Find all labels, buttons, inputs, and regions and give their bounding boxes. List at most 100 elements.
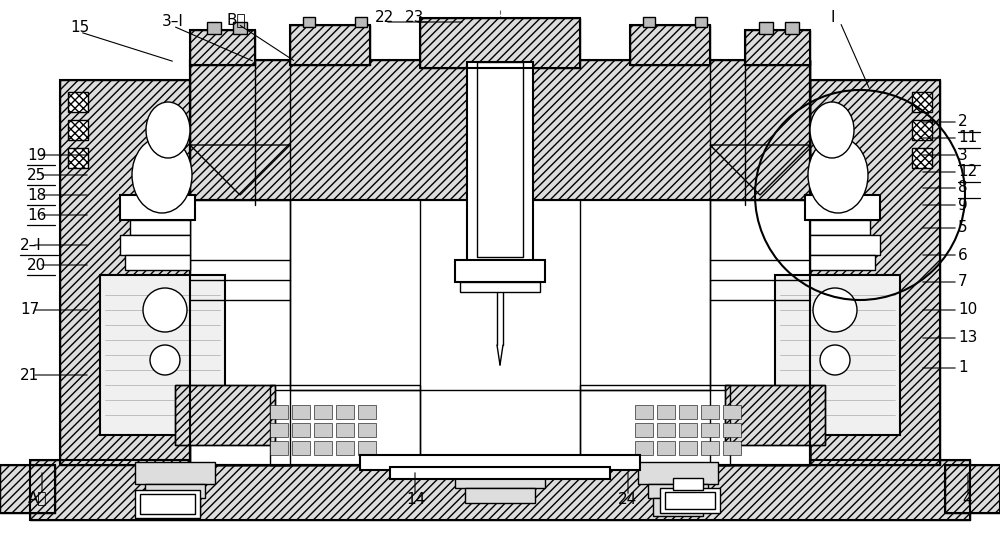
Text: 24: 24 [618, 493, 637, 507]
Bar [270, 405, 288, 419]
Bar [175, 385, 275, 445]
Bar [657, 441, 675, 455]
Text: 3: 3 [958, 147, 968, 163]
Bar [68, 120, 88, 140]
Bar [657, 423, 675, 437]
Bar [336, 405, 354, 419]
Bar [759, 22, 773, 34]
Bar [679, 405, 697, 419]
Bar [292, 423, 310, 437]
Bar [580, 385, 730, 465]
Bar [810, 235, 880, 255]
Text: 8: 8 [958, 180, 968, 196]
Bar [467, 62, 533, 272]
Text: 23: 23 [405, 10, 424, 26]
Text: 25: 25 [27, 168, 46, 182]
Bar [314, 405, 332, 419]
Polygon shape [190, 145, 290, 195]
Bar [292, 441, 310, 455]
Text: 13: 13 [958, 330, 977, 345]
Bar [679, 423, 697, 437]
Bar [810, 220, 870, 235]
Bar [190, 60, 810, 205]
Bar [805, 195, 880, 220]
Bar [190, 30, 255, 65]
Bar [190, 390, 810, 465]
Polygon shape [190, 60, 290, 200]
Bar [270, 441, 288, 455]
Bar [190, 200, 290, 465]
Bar [701, 423, 719, 437]
Bar [945, 465, 1000, 513]
Text: 17: 17 [20, 302, 39, 317]
Text: 9: 9 [958, 197, 968, 213]
Bar [336, 441, 354, 455]
Bar [945, 465, 1000, 513]
Bar [336, 423, 354, 437]
Text: 16: 16 [27, 208, 46, 222]
Bar [190, 200, 290, 465]
Bar [701, 441, 719, 455]
Text: A面: A面 [28, 490, 48, 505]
Bar [630, 25, 710, 65]
Text: 2: 2 [958, 115, 968, 129]
Bar [723, 423, 741, 437]
Bar [460, 282, 540, 292]
Bar [420, 18, 580, 68]
Bar [190, 60, 810, 205]
Bar [695, 17, 707, 27]
Bar [657, 405, 675, 419]
Bar [710, 200, 810, 465]
Circle shape [143, 288, 187, 332]
Bar [701, 405, 719, 419]
Bar [360, 455, 640, 470]
Text: 4: 4 [962, 493, 972, 507]
Bar [477, 62, 523, 257]
Bar [358, 423, 376, 437]
Bar [775, 275, 900, 435]
Bar [190, 390, 810, 465]
Text: 3–I: 3–I [162, 14, 184, 30]
Bar [710, 200, 810, 465]
Bar [912, 120, 932, 140]
Bar [580, 385, 730, 465]
Bar [145, 484, 205, 498]
Bar [745, 30, 810, 65]
Bar [233, 22, 247, 34]
Text: B面: B面 [226, 13, 246, 27]
Bar [653, 498, 703, 516]
Bar [125, 255, 190, 270]
Text: 18: 18 [27, 187, 46, 203]
Text: 12: 12 [958, 164, 977, 180]
Bar [68, 148, 88, 168]
Bar [303, 17, 315, 27]
Bar [292, 405, 310, 419]
Bar [190, 200, 810, 465]
Bar [785, 22, 799, 34]
Circle shape [813, 288, 857, 332]
Bar [0, 465, 55, 513]
Bar [635, 405, 653, 419]
Bar [120, 235, 190, 255]
Bar [420, 18, 580, 68]
Bar [135, 462, 215, 484]
Bar [290, 25, 370, 65]
Bar [638, 462, 718, 484]
Text: 6: 6 [958, 248, 968, 262]
Bar [912, 148, 932, 168]
Bar [30, 460, 970, 520]
Polygon shape [710, 60, 810, 200]
Bar [725, 385, 825, 445]
Bar [725, 385, 825, 445]
Bar [660, 488, 720, 513]
Bar [135, 490, 200, 518]
Bar [120, 195, 195, 220]
Bar [270, 423, 288, 437]
Bar [130, 220, 190, 235]
Bar [630, 25, 710, 65]
Bar [673, 478, 703, 490]
Text: 1: 1 [958, 361, 968, 375]
Bar [314, 441, 332, 455]
Bar [679, 441, 697, 455]
Polygon shape [710, 145, 810, 195]
